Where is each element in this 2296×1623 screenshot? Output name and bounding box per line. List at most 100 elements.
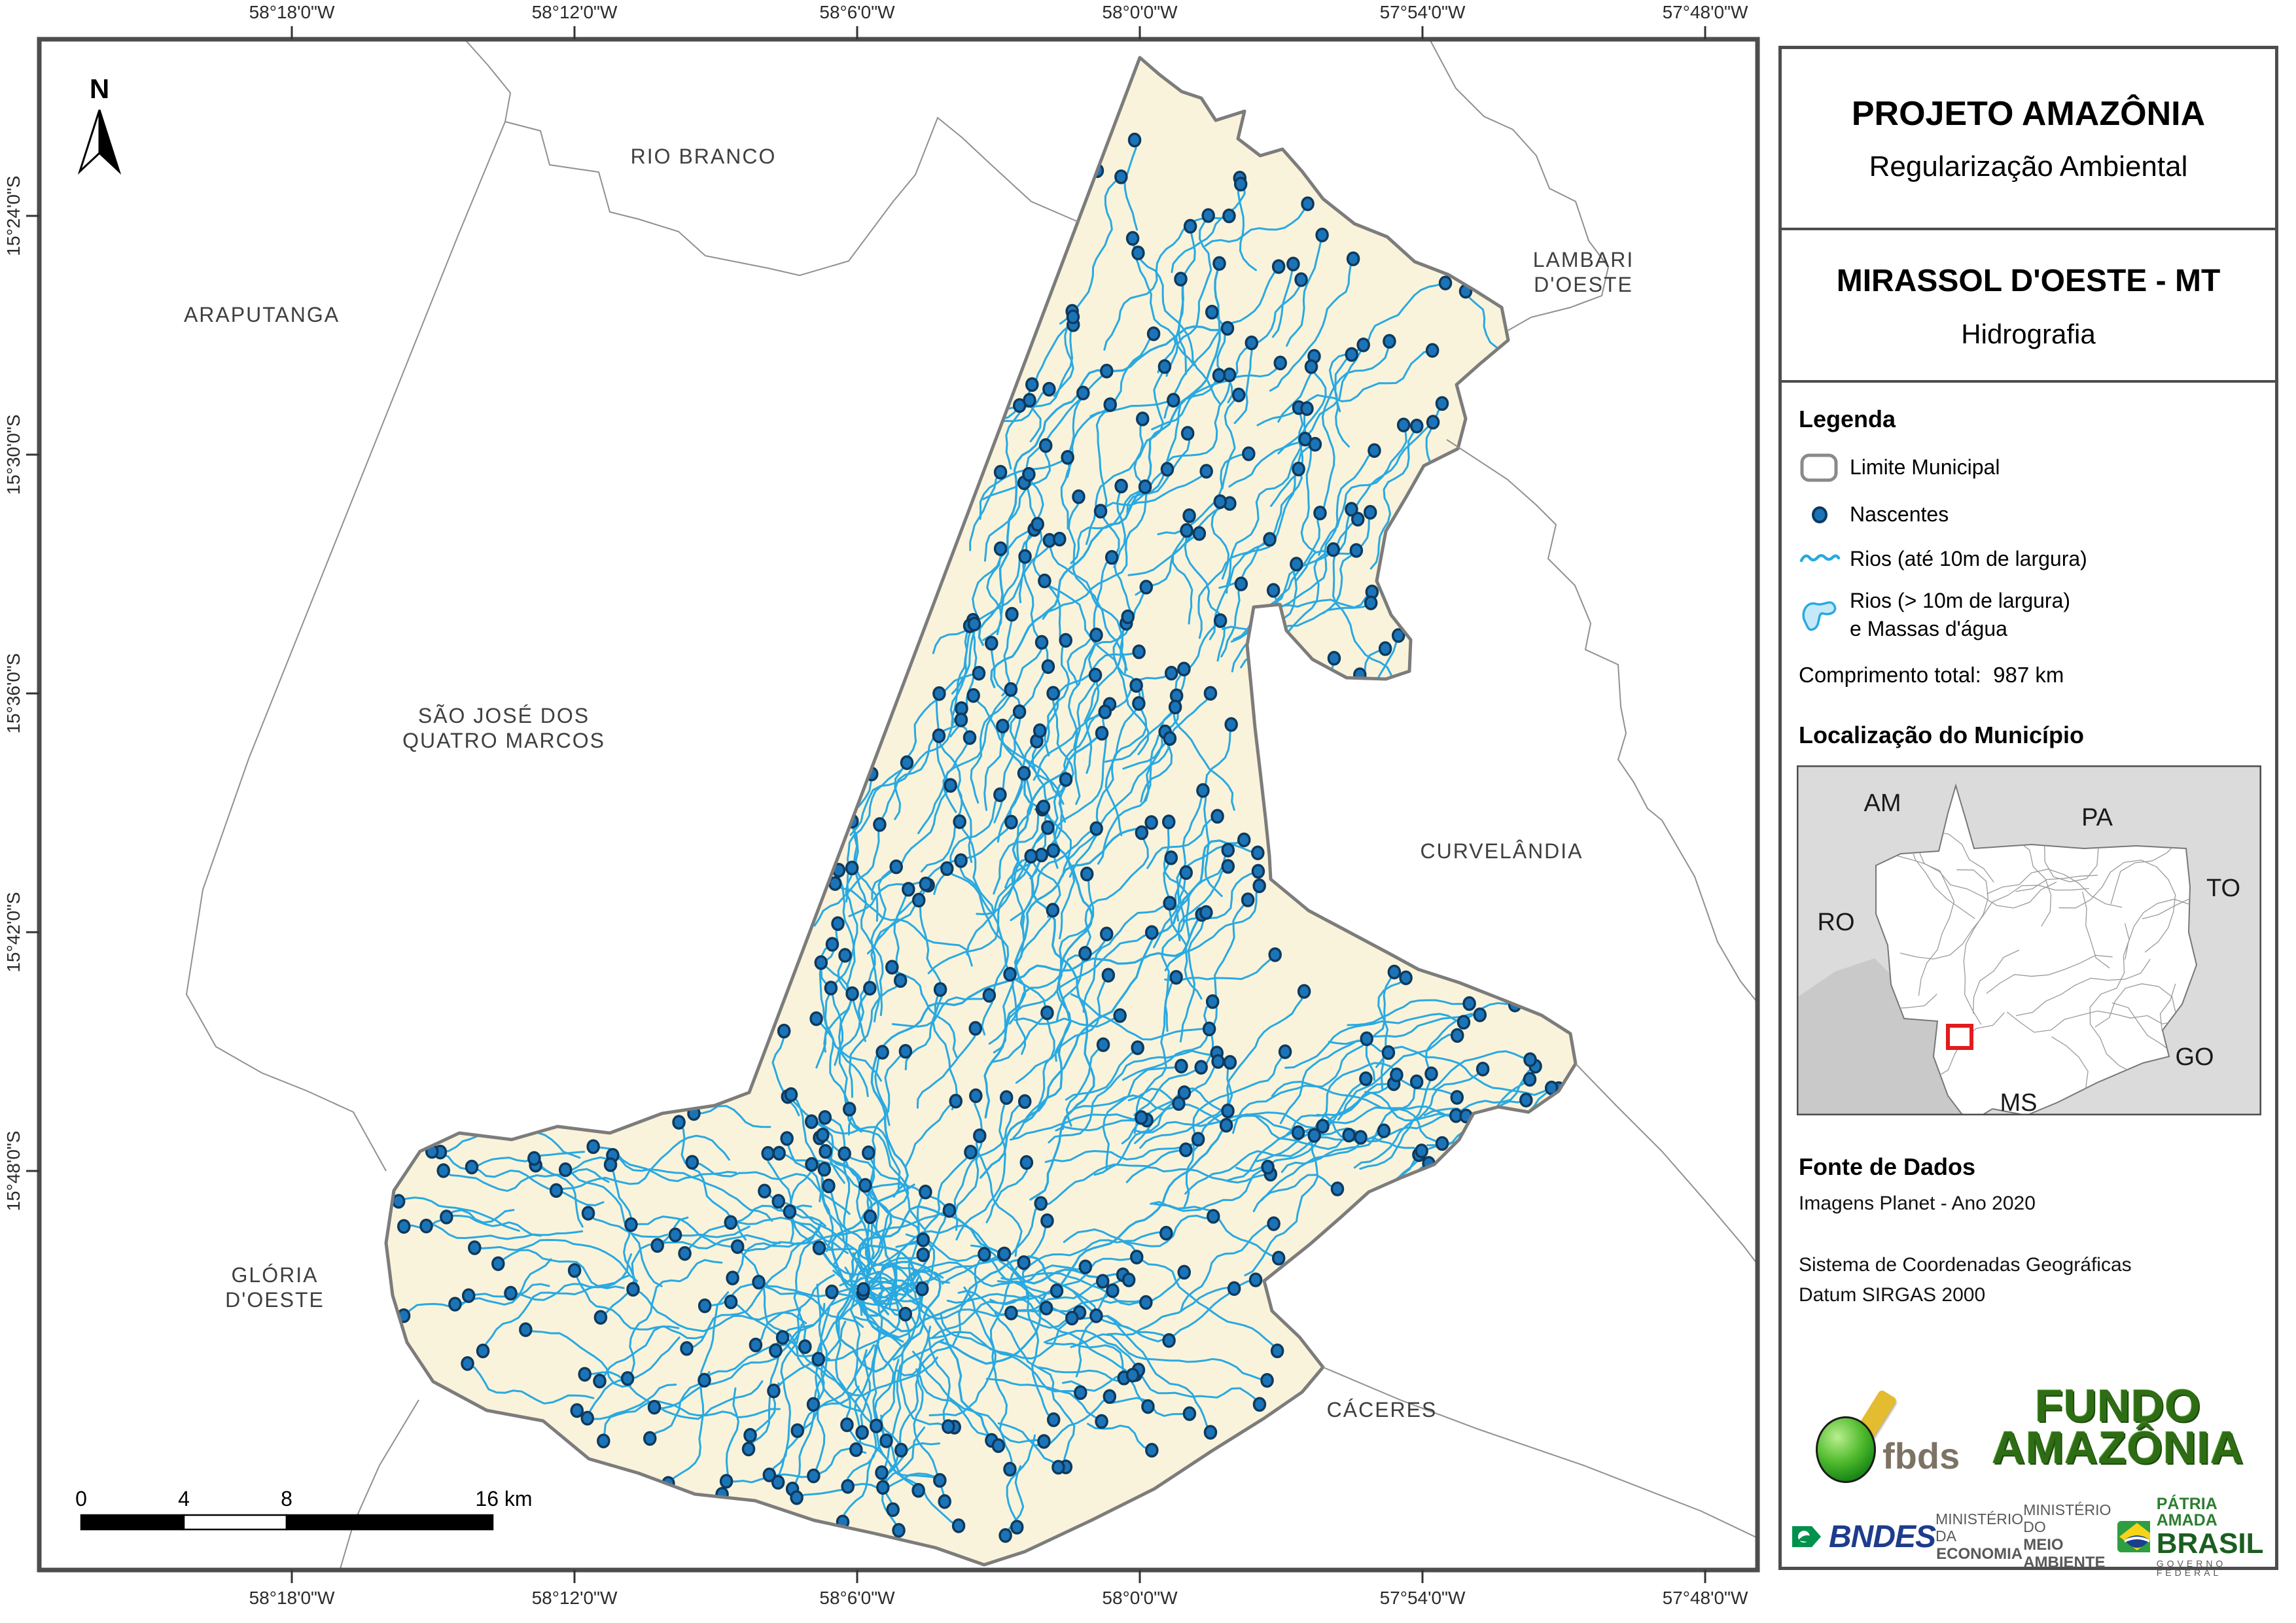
- river-line: [1179, 911, 1207, 1043]
- river-line: [871, 784, 952, 900]
- river-line: [1210, 500, 1230, 580]
- river-line: [852, 1252, 923, 1299]
- spring-dot: [1268, 947, 1282, 962]
- spring-dot: [1273, 355, 1287, 371]
- spring-dot: [1368, 443, 1381, 459]
- river-line: [425, 1224, 542, 1240]
- ministry-line1: MINISTÉRIO DA: [1935, 1510, 2024, 1545]
- project-title: PROJETO AMAZÔNIA: [1851, 94, 2206, 133]
- river-line: [1226, 438, 1307, 594]
- neighbor-municipality-label: ARAPUTANGA: [184, 303, 340, 326]
- spring-dot: [1122, 1272, 1136, 1287]
- spring-dot: [1205, 994, 1220, 1009]
- spring-dot: [647, 1399, 662, 1415]
- river-line: [963, 1286, 1013, 1471]
- spring-dot: [1360, 1031, 1373, 1047]
- spring-dot: [1139, 1295, 1153, 1310]
- spring-dot: [900, 755, 914, 771]
- spring-dot: [1203, 1425, 1218, 1440]
- spring-dot: [1168, 699, 1182, 714]
- legend-item-narrow-rivers: Rios (até 10m de largura): [1799, 541, 2087, 578]
- river-line: [653, 1302, 826, 1410]
- river-line: [969, 471, 1002, 551]
- spring-dot: [730, 1239, 745, 1254]
- river-line: [990, 262, 1221, 688]
- spring-dot: [1248, 1272, 1263, 1287]
- brazil-flag-icon: [2117, 1521, 2150, 1552]
- spring-dot: [1010, 1520, 1024, 1535]
- source-line: Sistema de Coordenadas Geográficas: [1799, 1254, 2132, 1276]
- spring-dot: [1129, 1249, 1144, 1265]
- river-line: [1203, 723, 1233, 898]
- river-line: [830, 986, 869, 1098]
- spring-dot: [1136, 411, 1150, 427]
- state-abbrev-label: GO: [2175, 1043, 2214, 1071]
- river-line: [768, 1308, 802, 1476]
- spring-dot: [838, 1146, 851, 1161]
- river-line: [986, 548, 1002, 635]
- river-line: [978, 325, 1229, 646]
- spring-dot: [1038, 438, 1053, 453]
- spring-dot: [1167, 393, 1180, 408]
- spring-dot: [1163, 896, 1176, 911]
- river-line: [1070, 993, 1210, 1041]
- river-line: [1237, 183, 1257, 271]
- river-line: [1150, 1166, 1269, 1212]
- river-line: [1184, 529, 1226, 662]
- spring-dot: [1125, 1367, 1140, 1383]
- river-line: [1042, 468, 1169, 620]
- river-line: [692, 1105, 771, 1128]
- spring-dot: [817, 1162, 832, 1177]
- river-line: [909, 1299, 1012, 1320]
- sponsor-logos-row1: fbds FUNDO AMAZÔNIA: [1793, 1383, 2267, 1499]
- spring-dot: [603, 1157, 618, 1172]
- spring-dot: [1061, 449, 1074, 465]
- spring-dot: [1241, 892, 1255, 907]
- spring-dot: [1475, 1062, 1490, 1077]
- river-line: [966, 778, 1067, 956]
- fundo-amazonia-line2: AMAZÔNIA: [1992, 1422, 2244, 1474]
- spring-dot: [1036, 799, 1051, 814]
- scale-bar-label: 0: [75, 1487, 87, 1510]
- spring-dot: [580, 1410, 594, 1426]
- neighbor-municipality-label: GLÓRIA D'OESTE: [225, 1263, 325, 1312]
- spring-dot: [1263, 532, 1277, 547]
- river-line: [834, 882, 973, 967]
- spring-dot: [680, 1341, 694, 1356]
- river-line: [1133, 1066, 1203, 1116]
- fbds-wordmark: fbds: [1882, 1435, 1960, 1476]
- spring-dot: [1205, 304, 1219, 320]
- river-line: [777, 1200, 928, 1295]
- spring-dot: [1031, 517, 1044, 532]
- spring-dot: [1435, 396, 1449, 411]
- spring-dot: [944, 778, 957, 793]
- spring-dot: [1046, 903, 1060, 918]
- spring-dot: [1220, 321, 1235, 336]
- river-line: [732, 1241, 856, 1280]
- river-line: [1245, 1113, 1351, 1150]
- river-line: [959, 820, 995, 915]
- river-line: [904, 1261, 1058, 1297]
- river-line: [1171, 177, 1246, 273]
- river-line: [1161, 871, 1188, 1032]
- river-line: [1044, 650, 1140, 757]
- river-line: [1133, 417, 1150, 488]
- spring-dot: [1450, 1090, 1464, 1105]
- spring-dot: [1103, 1389, 1117, 1405]
- spring-dot: [1450, 1028, 1464, 1043]
- fbds-sphere-icon: [1816, 1416, 1876, 1483]
- spring-dot: [1159, 1225, 1173, 1241]
- river-line: [1209, 468, 1300, 640]
- river-line: [1048, 539, 1128, 671]
- river-line: [994, 1312, 1076, 1468]
- spring-dot: [1196, 783, 1210, 798]
- spring-dot: [1040, 1213, 1054, 1229]
- spring-dot: [724, 1215, 738, 1230]
- neighbor-municipality-label: CURVELÂNDIA: [1420, 839, 1583, 863]
- latitude-label: 15°30'0"S: [3, 414, 24, 495]
- river-line: [1252, 1174, 1339, 1213]
- context-boundary-line: [1446, 439, 1757, 1002]
- spring-dot: [1424, 1066, 1438, 1081]
- longitude-label: 58°18'0"W: [249, 1588, 335, 1608]
- municipal-boundary-swatch-icon: [1799, 449, 1841, 486]
